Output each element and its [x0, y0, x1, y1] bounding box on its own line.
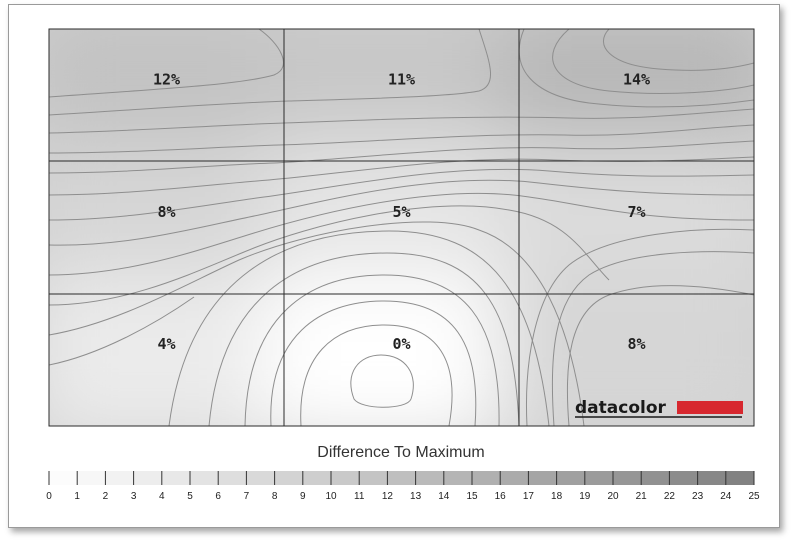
scale-swatch	[641, 471, 670, 485]
chart-frame: 12% 11% 14% 8% 5% 7% 4% 0% 8% datacolor Differen…	[8, 4, 780, 528]
scale-tick-label: 13	[410, 491, 422, 502]
contour-line	[300, 324, 453, 426]
contour-line	[49, 192, 754, 276]
contour-line	[566, 285, 754, 426]
scale-tick-label: 15	[466, 491, 478, 502]
scale-swatch	[302, 471, 331, 485]
scale-tick-label: 19	[579, 491, 591, 502]
heat-cell	[499, 273, 754, 426]
cell-value-label: 11%	[388, 71, 415, 89]
scale-swatch	[500, 471, 529, 485]
uniformity-chart: 12% 11% 14% 8% 5% 7% 4% 0% 8% datacolor Differen…	[46, 28, 760, 502]
scale-swatch	[331, 471, 360, 485]
scale-tick-label: 20	[607, 491, 619, 502]
scale-tick-label: 14	[438, 491, 450, 502]
scale-tick-label: 25	[748, 491, 760, 502]
scale-tick-label: 16	[495, 491, 507, 502]
contour-line	[49, 29, 284, 98]
scale-swatch	[613, 471, 642, 485]
scale-tick-label: 4	[159, 491, 165, 502]
contour-line	[168, 230, 550, 426]
contour-line	[208, 252, 520, 426]
scale-swatch	[472, 471, 501, 485]
logo-text: datacolor	[575, 398, 667, 418]
heatmap-area: 12% 11% 14% 8% 5% 7% 4% 0% 8%	[49, 29, 754, 426]
cell-value-label: 12%	[153, 71, 180, 89]
contour-line	[49, 221, 585, 426]
scale-swatch	[274, 471, 303, 485]
contour-line	[49, 168, 754, 221]
scale-tick-label: 5	[187, 491, 193, 502]
logo-bar	[677, 401, 743, 414]
contour-line	[603, 29, 754, 71]
datacolor-logo: datacolor	[575, 398, 743, 418]
contour-line	[49, 29, 492, 116]
contour-line	[526, 228, 754, 426]
scale-tick-label: 3	[131, 491, 137, 502]
scale-swatch	[556, 471, 585, 485]
scale-tick-label: 17	[523, 491, 535, 502]
scale-swatch	[415, 471, 444, 485]
scale-swatch	[161, 471, 190, 485]
scale-tick-label: 21	[636, 491, 648, 502]
scale-tick-label: 0	[46, 491, 52, 502]
scale-tick-label: 8	[272, 491, 278, 502]
scale-tick-label: 10	[325, 491, 337, 502]
scale-swatch	[246, 471, 275, 485]
cell-value-label: 8%	[627, 335, 645, 353]
contour-line	[49, 108, 754, 134]
contour-line	[49, 124, 754, 154]
cell-value-label: 5%	[392, 203, 410, 221]
scale-swatch	[387, 471, 416, 485]
scale-tick-label: 11	[354, 491, 365, 502]
scale-swatch	[725, 471, 754, 485]
scale-swatch	[443, 471, 472, 485]
scale-swatch	[218, 471, 247, 485]
plot-border	[48, 28, 755, 427]
contour-line	[270, 300, 477, 426]
scale-tick-label: 22	[664, 491, 676, 502]
contour-line	[49, 296, 195, 366]
scale-swatch	[49, 471, 78, 485]
contour-line	[49, 179, 754, 246]
scale-tick-label: 6	[215, 491, 221, 502]
contour-line	[518, 29, 754, 108]
scale-swatch	[669, 471, 698, 485]
scale-title: Difference To Maximum	[317, 444, 484, 461]
contour-line	[350, 354, 414, 408]
scale-tick-label: 2	[103, 491, 109, 502]
scale-tick-label: 18	[551, 491, 563, 502]
scale-tick-label: 9	[300, 491, 306, 502]
scale-swatch	[77, 471, 106, 485]
contour-line	[244, 274, 500, 426]
scale-swatch	[133, 471, 162, 485]
scale-swatch	[697, 471, 726, 485]
cell-value-label: 7%	[627, 203, 645, 221]
contour-line	[551, 251, 754, 426]
scale-swatch	[105, 471, 134, 485]
heat-cell	[264, 273, 539, 426]
scale-swatch	[190, 471, 219, 485]
scale-tick-label: 12	[382, 491, 394, 502]
contour-line	[49, 140, 754, 174]
cell-value-label: 0%	[392, 335, 410, 353]
scale-tick-label: 24	[720, 491, 732, 502]
scale-tick-label: 7	[244, 491, 250, 502]
heat-cell	[49, 273, 304, 426]
scale-swatch	[584, 471, 613, 485]
contour-line	[49, 205, 610, 306]
cell-value-label: 8%	[157, 203, 175, 221]
cell-value-label: 4%	[157, 335, 175, 353]
scale-swatch	[528, 471, 557, 485]
contour-line	[552, 29, 754, 94]
scale-swatch	[359, 471, 388, 485]
scale-tick-label: 1	[74, 491, 80, 502]
scale-tick-label: 23	[692, 491, 704, 502]
cell-value-label: 14%	[623, 71, 650, 89]
